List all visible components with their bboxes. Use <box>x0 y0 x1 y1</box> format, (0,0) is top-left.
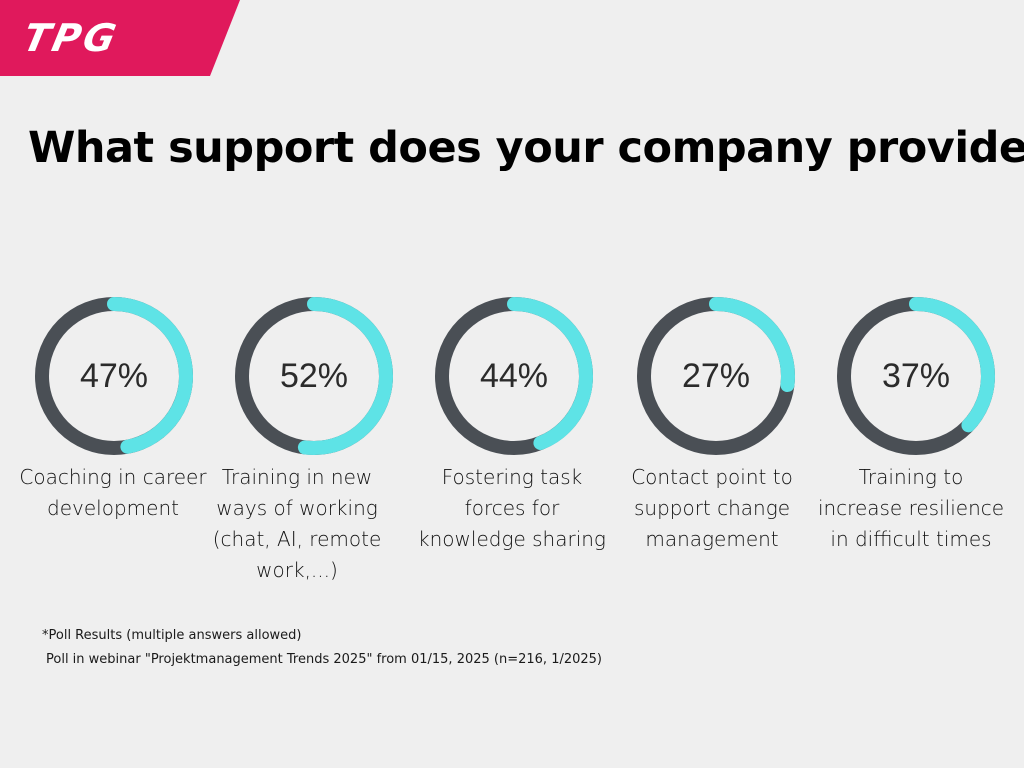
donut-value-label: 47% <box>79 357 149 395</box>
donut-value-label: 27% <box>681 357 751 395</box>
donut-svg <box>637 297 795 455</box>
donut-category-label: Fostering task forces for knowledge shar… <box>418 465 606 551</box>
logo-banner-shape <box>0 0 240 76</box>
donut-category-label: Training in new ways of working (chat, A… <box>212 465 382 582</box>
donut-ring: 47% <box>32 294 196 458</box>
donut-value-label: 37% <box>881 357 951 395</box>
donut-value-arc <box>235 297 393 455</box>
footnote-poll-source: Poll in webinar "Projektmanagement Trend… <box>46 652 602 667</box>
donut-ring: 44% <box>432 294 596 458</box>
logo-text: TPG <box>19 16 123 60</box>
donut-ring: 37% <box>834 294 998 458</box>
donut-category-label: Contact point to support change manageme… <box>631 465 793 551</box>
donut-value-arc <box>637 297 795 455</box>
donut-svg <box>837 297 995 455</box>
footnote-poll-results: *Poll Results (multiple answers allowed) <box>42 628 302 643</box>
donut-value-arc <box>435 297 593 455</box>
donut-ring: 52% <box>232 294 396 458</box>
donut-value-arc <box>837 297 995 455</box>
donut-svg <box>35 297 193 455</box>
donut-value-label: 44% <box>479 357 549 395</box>
donut-value-arc <box>35 297 193 455</box>
donut-svg <box>235 297 393 455</box>
logo-banner: TPG <box>0 0 240 76</box>
donut-svg <box>435 297 593 455</box>
donut-category-label: Coaching in career development <box>19 465 207 520</box>
donut-value-label: 52% <box>279 357 349 395</box>
donut-category-label: Training to increase resilience in diffi… <box>817 465 1005 551</box>
page-title: What support does your company provide? <box>28 123 1024 173</box>
donut-ring: 27% <box>634 294 798 458</box>
